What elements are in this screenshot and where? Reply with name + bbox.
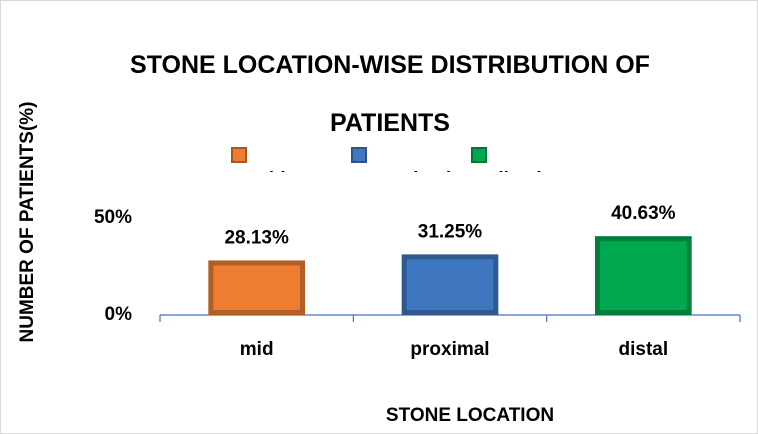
bar-face: [406, 259, 494, 310]
data-label: 31.25%: [418, 221, 483, 242]
legend-label: mid: [252, 169, 286, 190]
bar-group: [595, 236, 692, 315]
x-tick-label: distal: [619, 339, 669, 360]
legend-label: distal: [492, 169, 542, 190]
data-label: 28.13%: [224, 227, 289, 248]
data-label: 40.63%: [611, 203, 676, 224]
y-tick-label: 0%: [105, 304, 133, 325]
legend: mid proximal distal: [231, 147, 542, 190]
bar-group: [208, 260, 305, 315]
y-axis-label: NUMBER OF PATIENTS(%): [17, 101, 38, 342]
bar-face: [600, 241, 687, 310]
legend-swatch: [351, 147, 367, 163]
chart-title: STONE LOCATION-WISE DISTRIBUTION OF PATI…: [130, 51, 650, 137]
legend-swatch: [231, 147, 247, 163]
y-tick-label: 50%: [94, 207, 132, 228]
legend-swatch: [471, 147, 487, 163]
x-tick-label: mid: [240, 339, 274, 360]
bar-face: [213, 265, 300, 310]
x-axis-label: STONE LOCATION: [386, 405, 554, 426]
x-tick-label: proximal: [410, 339, 489, 360]
bar-group: [401, 254, 499, 315]
legend-label: proximal: [372, 169, 451, 190]
